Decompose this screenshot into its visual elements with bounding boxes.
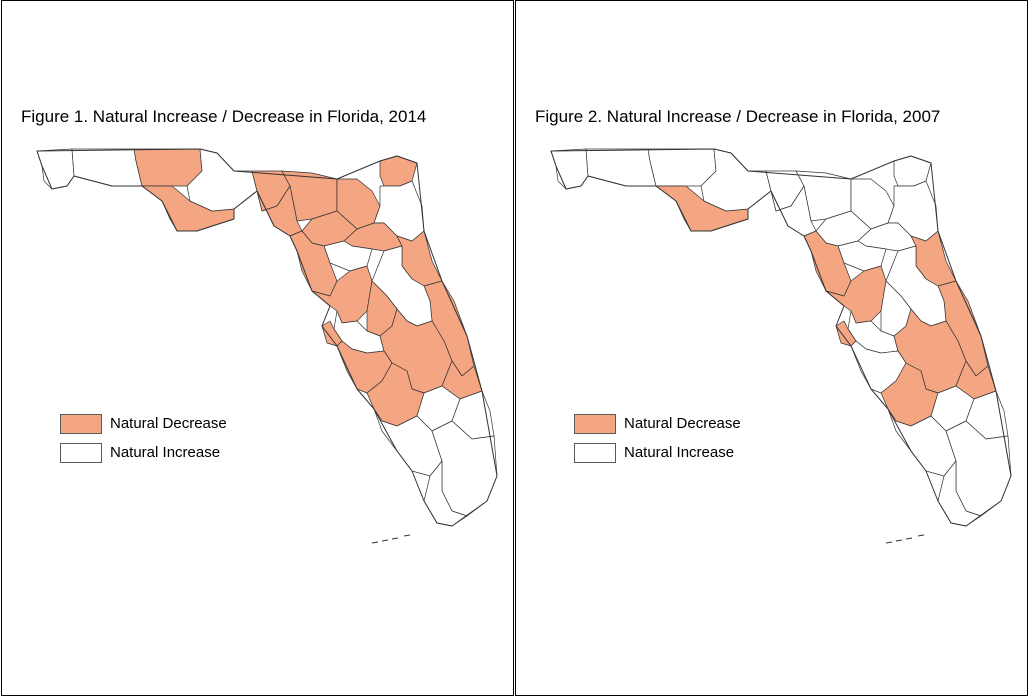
florida-outline <box>36 148 498 527</box>
region-alachua <box>323 240 373 272</box>
florida-map-2014 <box>36 148 498 544</box>
region-panhandle-central-north <box>647 148 717 187</box>
keys-segment <box>885 541 893 544</box>
legend-swatch-decrease <box>60 413 102 434</box>
florida-map-2007 <box>550 148 1012 544</box>
map-title-2014: Figure 1. Natural Increase / Decrease in… <box>21 107 427 126</box>
legend-label-increase: Natural Increase <box>624 444 735 461</box>
legend-item-increase: Natural Increase <box>60 438 227 467</box>
map-title-2007: Figure 2. Natural Increase / Decrease in… <box>535 107 941 126</box>
legend-2014: Natural Decrease Natural Increase <box>60 409 227 467</box>
legend-item-decrease: Natural Decrease <box>60 409 227 438</box>
keys-segment <box>371 541 379 544</box>
region-panhandle-west <box>36 148 75 190</box>
map-panel-2014: Figure 1. Natural Increase / Decrease in… <box>1 0 514 696</box>
legend-label-increase: Natural Increase <box>110 444 221 461</box>
legend-label-decrease: Natural Decrease <box>624 415 741 432</box>
legend-label-decrease: Natural Decrease <box>110 415 227 432</box>
keys-segment <box>917 534 925 537</box>
keys-segment <box>381 539 389 542</box>
legend-2007: Natural Decrease Natural Increase <box>574 409 741 467</box>
region-panhandle-central-north <box>133 148 203 187</box>
keys-segment <box>895 539 903 542</box>
keys-segment <box>905 537 913 540</box>
keys-segment <box>391 537 399 540</box>
legend-swatch-decrease <box>574 413 616 434</box>
region-panhandle-walton <box>585 148 657 187</box>
legend-item-decrease: Natural Decrease <box>574 409 741 438</box>
legend-item-increase: Natural Increase <box>574 438 741 467</box>
region-panhandle-walton <box>71 148 143 187</box>
florida-outline <box>550 148 1012 527</box>
legend-swatch-increase <box>60 442 102 463</box>
map-panel-2007: Figure 2. Natural Increase / Decrease in… <box>515 0 1028 696</box>
region-alachua <box>837 240 887 272</box>
keys-segment <box>403 534 411 537</box>
region-panhandle-west <box>550 148 589 190</box>
legend-swatch-increase <box>574 442 616 463</box>
